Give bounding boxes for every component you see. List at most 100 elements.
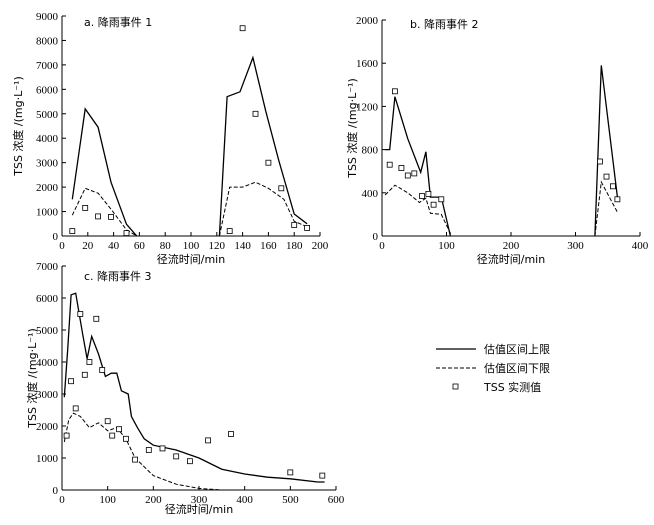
chart-2-observed-point [72,405,79,412]
chart-2-observed-point [104,418,111,425]
chart-2-observed-point [287,469,294,476]
chart-2-y-tick-label: 7000 [36,261,59,273]
chart-0-title: a. 降雨事件 1 [84,15,152,29]
chart-0-observed-point [108,213,114,220]
chart-2-observed-point [109,432,116,439]
chart-1-x-axis-label: 径流时间/min [477,252,545,266]
legend-label-observed: TSS 实测值 [483,380,541,394]
chart-1-y-tick-label: 1200 [356,101,379,113]
chart-0-observed-point [82,204,89,211]
chart-2-observed-point [99,367,106,373]
chart-2-observed-point [186,458,193,465]
chart-0-x-tick-label: 180 [286,240,303,252]
chart-0-observed-point [239,25,246,32]
chart-panel-c: 0 100 200 300 400 500 600010002000300040005000… [25,261,345,516]
chart-0-x-tick-label: 200 [312,240,329,252]
chart-2-observed-point [93,315,100,322]
chart-1-y-tick-label: 400 [362,188,379,200]
chart-0-observed-point [304,224,311,231]
chart-1-x-tick-label: 100 [438,240,455,252]
chart-1-x-tick-label: 200 [503,240,520,252]
chart-1-series-lower-line [594,180,618,237]
chart-2-observed-point [86,359,93,365]
legend-label-upper: 估值区间上限 [484,343,550,356]
chart-0-x-tick-label: 60 [134,240,146,252]
legend: 估值区间上限 估值区间下限 TSS 实测值 [436,343,550,394]
chart-0-y-tick-label: 1000 [36,207,59,219]
chart-2-y-tick-label: 3000 [36,389,59,401]
chart-1-y-tick-label: 2000 [356,15,379,27]
chart-0-observed-point [95,213,101,220]
chart-2-observed-point [68,378,74,385]
chart-2-observed-point [63,432,70,439]
chart-0-x-tick-label: 40 [108,240,120,252]
chart-2-y-tick-label: 1000 [36,453,59,465]
chart-2-observed-point [319,472,326,479]
chart-0-observed-point [265,159,272,166]
chart-0-series-lower-line [218,181,308,237]
chart-2-observed-point [77,311,84,317]
chart-1-observed-point [430,201,437,208]
chart-1-observed-point [419,193,425,199]
chart-0-y-tick-label: 9000 [36,11,59,23]
chart-2-title: c. 降雨事件 3 [84,269,152,283]
chart-0-y-axis-label: TSS 浓度 /(mg·L⁻¹) [11,76,25,177]
chart-0-observed-point [278,185,285,192]
chart-1-x-tick-label: 300 [567,240,584,252]
chart-1-y-tick-label: 800 [362,145,379,157]
chart-0-y-tick-label: 0 [53,231,59,243]
chart-1-observed-point [404,172,411,179]
chart-0-y-tick-label: 2000 [36,182,59,194]
chart-1-y-tick-label: 0 [373,231,379,243]
chart-1-x-tick-label: 0 [379,240,385,252]
chart-1-observed-point [398,165,405,171]
legend-swatch-observed [452,383,459,390]
chart-1-observed-point [597,158,603,165]
chart-2-y-tick-label: 4000 [36,357,59,369]
chart-2-y-tick-label: 2000 [36,421,59,433]
chart-0-series-upper-line [71,107,138,237]
chart-1-observed-point [386,161,393,168]
chart-0-x-tick-label: 80 [160,240,172,252]
chart-2-x-tick-label: 0 [59,494,65,506]
chart-2-y-axis-label: TSS 浓度 /(mg·L⁻¹) [25,328,39,429]
legend-label-lower: 估值区间下限 [484,362,550,375]
chart-2-y-tick-label: 0 [53,485,59,497]
chart-2-observed-point [132,456,139,463]
chart-1-observed-point [411,170,418,177]
chart-panel-a: 0 20 40 60 80 100 120 140 160 180 2000100020003000… [11,11,329,266]
chart-1-observed-point [610,183,616,190]
chart-2-x-tick-label: 200 [145,494,162,506]
chart-2-observed-point [123,435,129,442]
chart-0-y-tick-label: 5000 [36,109,59,121]
chart-2-observed-point [173,453,180,460]
chart-0-x-tick-label: 120 [209,240,226,252]
chart-0-x-tick-label: 20 [82,240,94,252]
chart-1-series-upper-line [385,96,452,237]
chart-2-observed-point [205,437,212,444]
chart-2-observed-point [159,445,166,452]
chart-0-y-tick-label: 4000 [36,133,59,145]
chart-2-observed-point [145,447,152,453]
chart-1-observed-point [438,196,445,203]
chart-2-x-tick-label: 300 [191,494,208,506]
chart-0-observed-point [69,228,76,235]
chart-0-observed-point [291,222,298,228]
chart-2-x-tick-label: 500 [282,494,299,506]
chart-0-y-tick-label: 8000 [36,35,59,47]
chart-2-y-tick-label: 5000 [36,325,59,337]
chart-2-observed-point [228,431,234,437]
chart-2-observed-point [81,371,88,378]
chart-2-series-upper-line [63,292,325,483]
chart-1-series-lower-line [384,184,453,237]
chart-2-x-tick-label: 600 [328,494,345,506]
chart-0-x-tick-label: 140 [234,240,251,252]
chart-panel-b: 0 100 200 300 400 0 400 800 1200 1600 2000 b. 降雨事件 … [345,15,649,266]
chart-0-y-tick-label: 6000 [36,84,59,96]
chart-1-observed-point [425,190,432,197]
chart-0-series-lower-line [71,187,138,237]
chart-1-series-upper-line [594,65,619,237]
chart-1-observed-point [603,173,610,180]
chart-0-x-tick-label: 100 [183,240,200,252]
